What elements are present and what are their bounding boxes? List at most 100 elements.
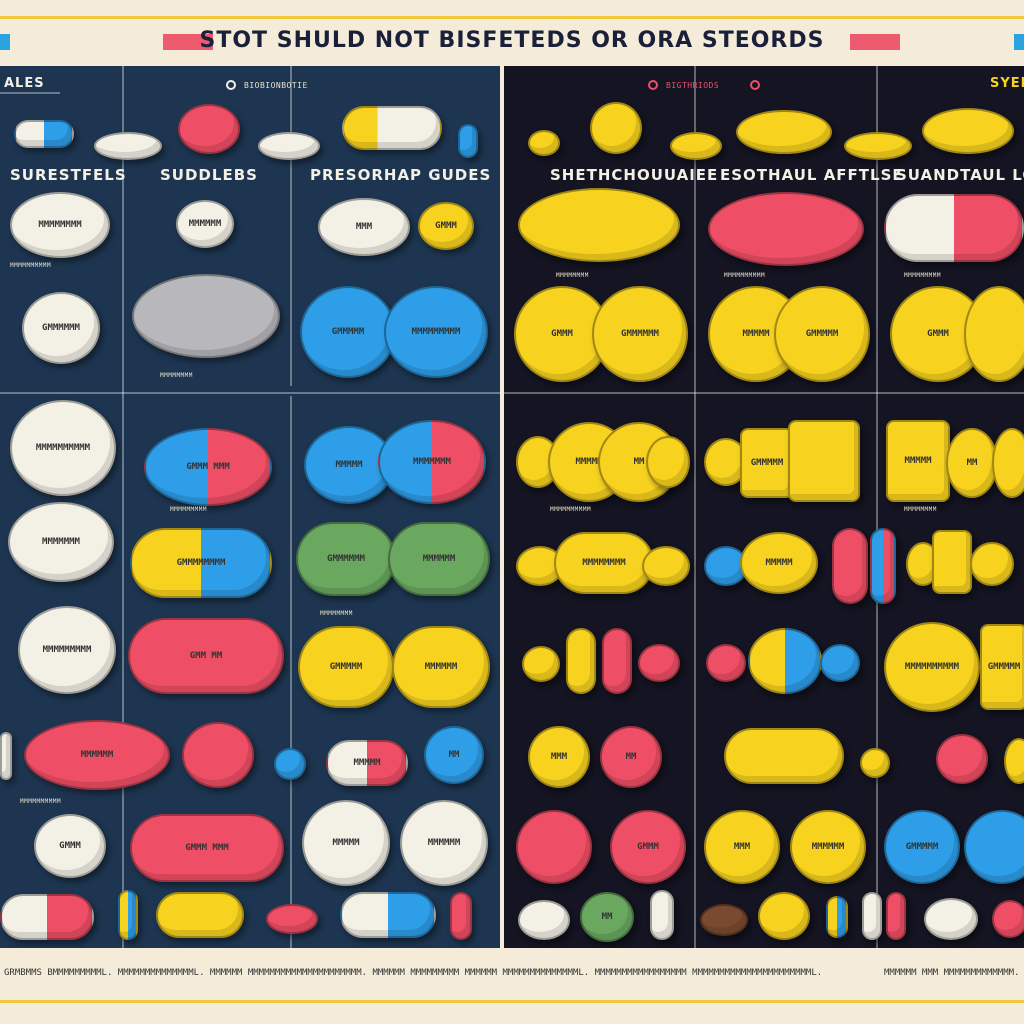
- square-pill: [932, 530, 972, 594]
- pill-imprint: MMM: [550, 752, 568, 762]
- split-pill: MMMMMMM: [378, 420, 486, 504]
- oval-pill: MMMMMMMM: [10, 192, 110, 258]
- round-pill: MMM: [704, 810, 780, 884]
- round-pill: [178, 104, 240, 154]
- pill-imprint: MMMMMMMM: [38, 220, 82, 230]
- round-pill: [706, 644, 746, 682]
- divider: [0, 92, 60, 94]
- capsule-pill: MMMMMM: [388, 522, 490, 596]
- capsule-pill: MMMMM: [326, 740, 408, 786]
- split-pill: [748, 628, 822, 694]
- oval-pill: [736, 110, 832, 154]
- pill-imprint: GMMM: [637, 842, 659, 852]
- round-pill: [516, 810, 592, 884]
- bottom-stripe: [0, 1000, 1024, 1003]
- pill-imprint: GMMMMM: [805, 329, 839, 339]
- round-pill: [964, 810, 1024, 884]
- tab-dot-icon: [648, 80, 658, 90]
- caption: MMMMMMMMM: [904, 272, 942, 279]
- round-pill: [1004, 738, 1024, 784]
- pill-imprint: GMMMMMM: [621, 329, 659, 339]
- tab-label: BIOBIONBOTIE: [244, 81, 308, 90]
- caption: MMMMMMMMMM: [20, 798, 62, 805]
- round-pill: [758, 892, 810, 940]
- pill-imprint: MM: [633, 457, 645, 467]
- capsule-pill: [118, 890, 138, 940]
- round-pill: GMMMMM: [774, 286, 870, 382]
- round-pill: GMMMMMM: [592, 286, 688, 382]
- header-red-bar-left: [163, 34, 213, 50]
- round-pill: [936, 734, 988, 784]
- capsule-pill: MMMMMM: [392, 626, 490, 708]
- pill-imprint: MMMMMMM: [42, 537, 80, 547]
- capsule-pill: [650, 890, 674, 940]
- round-pill: GMMMMM: [884, 810, 960, 884]
- footer-text: MMMMMM MMM MMMMMMMMMMMMM. MMM: [884, 968, 1024, 978]
- pill-imprint: MM: [625, 752, 637, 762]
- header-blue-tab-left: [0, 34, 10, 50]
- capsule-pill: [458, 124, 478, 158]
- tab-dot-icon: [750, 80, 760, 90]
- pill-imprint: MMMMMMM: [413, 457, 451, 467]
- square-pill: GMMMMM: [740, 428, 794, 498]
- header: STOT SHULD NOT BISFETEDS OR ORA STEORDS: [0, 0, 1024, 62]
- oval-pill: MMMMMM: [24, 720, 170, 790]
- round-pill: [924, 898, 978, 940]
- top-stripe: [0, 16, 1024, 19]
- round-pill: MMMMMMMMM: [18, 606, 116, 694]
- capsule-pill: GMMM MMM: [130, 814, 284, 882]
- pill-imprint: MMM: [733, 842, 751, 852]
- round-pill: [182, 722, 254, 788]
- caption: MMMMMMMM: [320, 610, 353, 617]
- round-pill: [642, 546, 690, 586]
- oval-pill: [922, 108, 1014, 154]
- square-pill: [788, 420, 860, 502]
- divider: [876, 66, 878, 948]
- round-pill: MM: [580, 892, 634, 942]
- capsule-pill: [340, 892, 436, 938]
- section-header-partial: SYEI: [990, 76, 1024, 91]
- round-pill: [522, 646, 560, 682]
- capsule-pill: [870, 528, 896, 604]
- header-blue-tab-right: [1014, 34, 1024, 50]
- pill-imprint: GMMM MMM: [186, 462, 230, 472]
- tab-dot-icon: [226, 80, 236, 90]
- section-header-partial: ALES: [4, 76, 45, 91]
- pill-imprint: GMMMMM: [905, 842, 939, 852]
- round-pill: MM: [424, 726, 484, 784]
- section-title: SUDDLEBS: [160, 166, 258, 184]
- pill-imprint: GMMMMMM: [327, 554, 365, 564]
- oval-pill: [266, 904, 318, 934]
- pill-imprint: MMMMMM: [80, 750, 114, 760]
- pill-imprint: MMMMMMMMM: [42, 645, 92, 655]
- capsule-pill: [156, 892, 244, 938]
- capsule-pill: [862, 892, 882, 940]
- round-pill: MMMMMM: [176, 200, 234, 248]
- capsule-pill: [450, 892, 472, 940]
- section-title: PRESORHAP GUDES: [310, 166, 492, 184]
- section-title: ESOTHAUL AFFTLSE: [720, 166, 904, 184]
- round-pill: GMMM: [610, 810, 686, 884]
- capsule-pill: GMMMMMMMM: [130, 528, 272, 598]
- pill-imprint: MMMMMM: [427, 838, 461, 848]
- round-pill: [820, 644, 860, 682]
- pill-imprint: MMMMM: [742, 329, 770, 339]
- pill-imprint: GMMMMM: [750, 458, 784, 468]
- oval-pill: [844, 132, 912, 160]
- page-title: STOT SHULD NOT BISFETEDS OR ORA STEORDS: [199, 28, 825, 53]
- divider: [290, 396, 292, 948]
- caption: MMMMMMMM: [904, 506, 937, 513]
- round-pill: [274, 748, 306, 780]
- divider: [694, 66, 696, 948]
- round-pill: GMMM: [418, 202, 474, 250]
- pill-imprint: GMMM MMM: [185, 843, 229, 853]
- round-pill: MMMMM: [740, 532, 818, 594]
- round-pill: MM: [600, 726, 662, 788]
- pill-imprint: MMMMM: [353, 758, 381, 768]
- pill-imprint: MMM: [355, 222, 373, 232]
- capsule-pill: GMM MM: [128, 618, 284, 694]
- capsule-pill: MMMMMMMM: [554, 532, 654, 594]
- round-pill: [970, 542, 1014, 586]
- left-panel: ALES BIOBIONBOTIE SURESTFELS SUDDLEBS PR…: [0, 66, 500, 948]
- oval-pill: [258, 132, 320, 160]
